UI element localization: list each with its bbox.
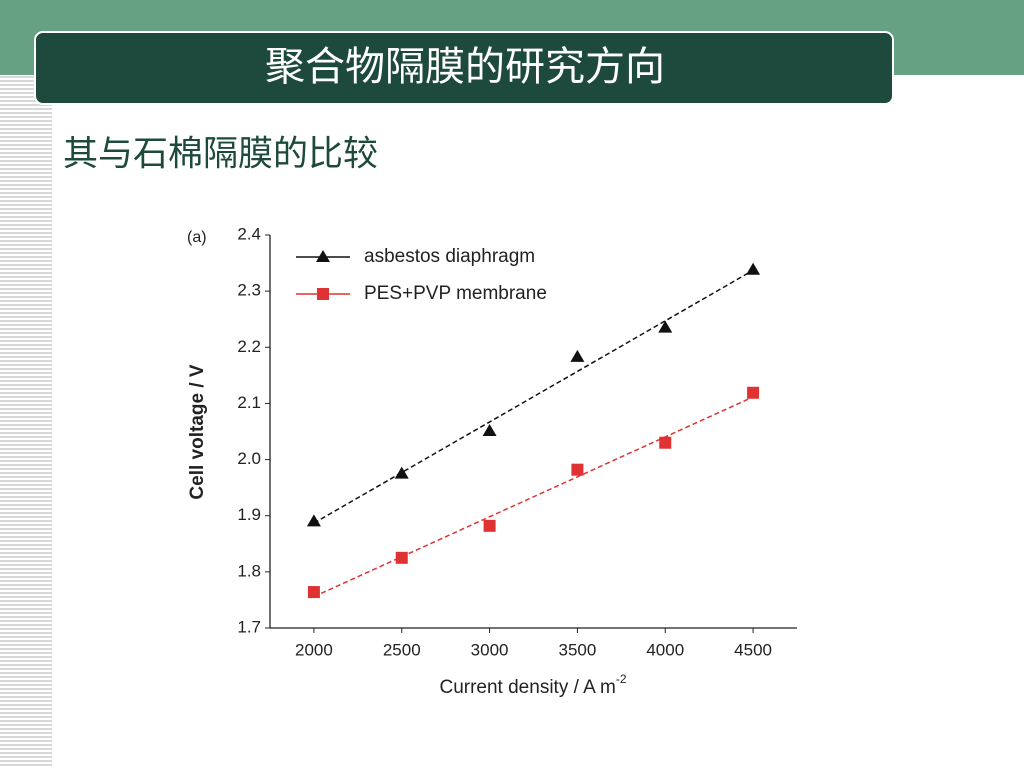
- x-tick-label: 3000: [471, 640, 509, 659]
- x-axis-label-text: Current density / A m: [439, 677, 615, 698]
- x-tick-label: 2000: [295, 640, 333, 659]
- slide-subtitle: 其与石棉隔膜的比较: [63, 135, 378, 175]
- legend-label: PES+PVP membrane: [364, 283, 547, 304]
- y-tick-label: 2.3: [237, 281, 261, 300]
- x-tick-label: 3500: [559, 640, 597, 659]
- y-tick-label: 2.1: [237, 393, 261, 412]
- title-box: [34, 31, 894, 105]
- x-tick-label: 2500: [383, 640, 421, 659]
- legend-label: asbestos diaphragm: [364, 246, 535, 267]
- x-axis-label-sup: -2: [616, 672, 627, 686]
- point: [483, 519, 496, 532]
- side-stripes: [0, 75, 52, 768]
- point: [747, 386, 760, 399]
- fit-line: [313, 269, 754, 524]
- x-axis-label: Current density / A m-2: [439, 672, 626, 698]
- point: [570, 349, 585, 362]
- x-tick-label: 4000: [646, 640, 684, 659]
- point: [482, 423, 497, 436]
- point: [306, 514, 321, 527]
- legend-marker: [316, 250, 330, 262]
- point: [307, 586, 320, 599]
- y-tick-label: 1.8: [237, 561, 261, 580]
- y-axis-label: Cell voltage / V: [187, 364, 208, 499]
- y-tick-label: 2.4: [237, 224, 261, 243]
- point: [395, 551, 408, 564]
- y-tick-label: 1.9: [237, 505, 261, 524]
- y-tick-label: 1.7: [237, 617, 261, 636]
- point: [658, 320, 673, 333]
- y-tick-label: 2.0: [237, 449, 261, 468]
- fit-line: [313, 396, 754, 598]
- legend-marker: [317, 288, 329, 300]
- chart: 1.7 1.8 1.9 2.0 2.1 2.2 2.3 2.4 2000 2500 3000 3500…: [187, 224, 797, 698]
- point: [659, 436, 672, 449]
- x-tick-label: 4500: [734, 640, 772, 659]
- y-tick-label: 2.2: [237, 337, 261, 356]
- point: [746, 262, 761, 275]
- annotation: (a): [187, 229, 207, 246]
- slide-title: 聚合物隔膜的研究方向: [265, 44, 665, 90]
- point: [394, 466, 409, 479]
- point: [571, 463, 584, 476]
